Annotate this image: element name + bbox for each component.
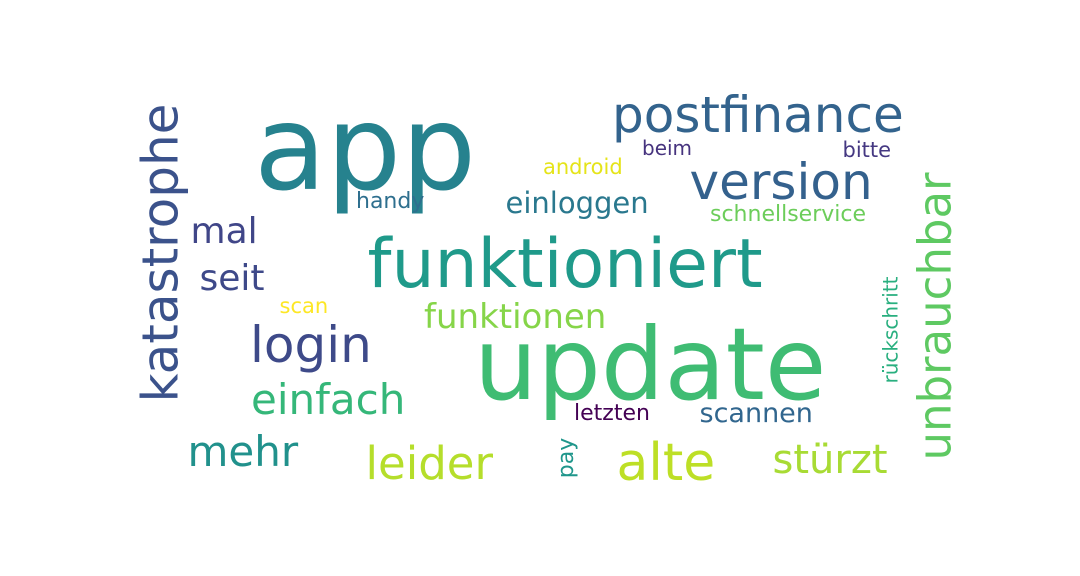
word-handy: handy: [356, 189, 425, 214]
word-app: app: [254, 79, 477, 217]
word-login: login: [250, 316, 372, 374]
word-funktioniert: funktioniert: [367, 225, 763, 304]
word-seit: seit: [199, 258, 265, 299]
word-scannen: scannen: [699, 397, 813, 429]
word-letzten: letzten: [574, 401, 650, 426]
word-mehr: mehr: [187, 427, 299, 476]
word-pay: pay: [554, 437, 580, 479]
word-update: update: [474, 306, 827, 423]
word-alte: alte: [616, 433, 716, 493]
word-mal: mal: [190, 211, 258, 252]
word-rückschritt: rückschritt: [878, 276, 903, 384]
word-beim: beim: [642, 136, 693, 160]
word-einfach: einfach: [251, 375, 406, 424]
word-android: android: [543, 154, 623, 179]
word-leider: leider: [365, 436, 493, 490]
word-version: version: [689, 153, 873, 211]
word-katastrophe: katastrophe: [130, 103, 189, 403]
word-funktionen: funktionen: [424, 297, 607, 337]
word-schnellservice: schnellservice: [710, 202, 867, 227]
word-scan: scan: [279, 293, 329, 318]
word-unbrauchbar: unbrauchbar: [908, 171, 962, 461]
word-stürzt: stürzt: [772, 437, 888, 483]
word-einloggen: einloggen: [505, 185, 649, 220]
word-bitte: bitte: [842, 137, 892, 162]
word-postfinance: postfinance: [612, 86, 904, 144]
